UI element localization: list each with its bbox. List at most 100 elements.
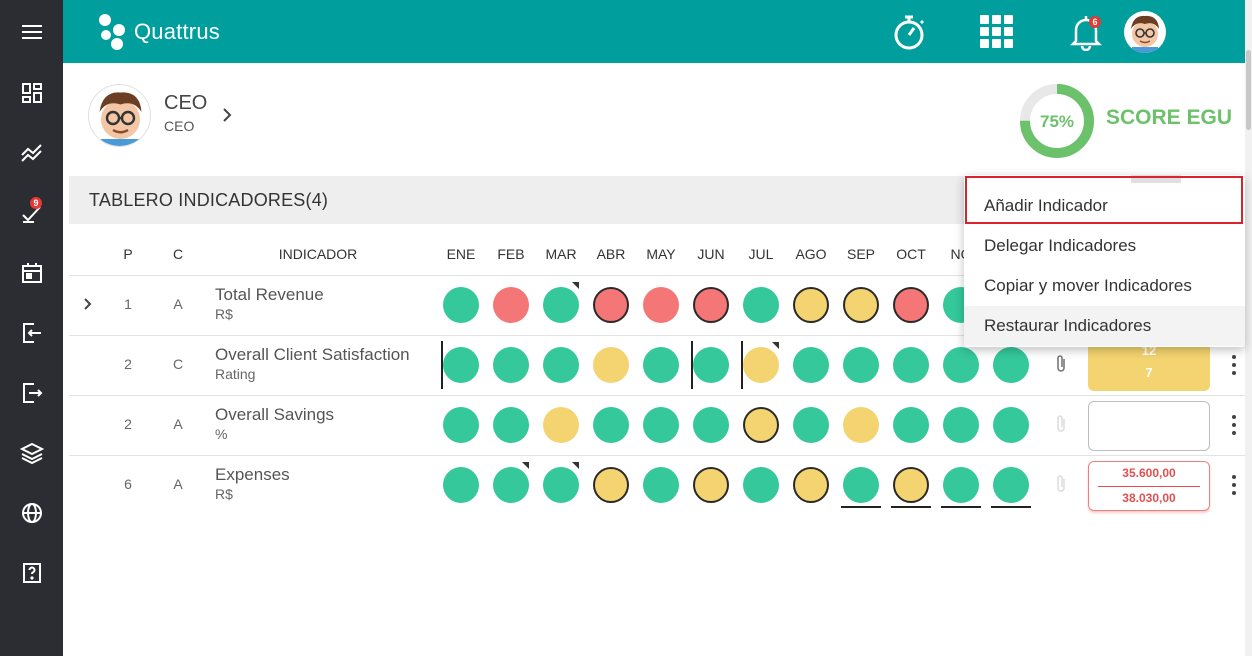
page-scrollbar[interactable] (1245, 0, 1252, 656)
column-header-month: JUL (748, 246, 774, 262)
period-separator (691, 341, 693, 389)
expand-row-chevron-icon[interactable] (80, 296, 96, 312)
period-underline (941, 506, 981, 508)
apps-grid-icon[interactable] (976, 11, 1018, 53)
status-dot[interactable] (493, 287, 529, 323)
status-dot[interactable] (643, 347, 679, 383)
column-header-indicator: INDICADOR (278, 246, 358, 262)
status-dot[interactable] (543, 287, 579, 323)
indicator-name[interactable]: Overall Client Satisfaction (215, 345, 410, 364)
menu-item-delegate-indicators[interactable]: Delegar Indicadores (984, 236, 1137, 255)
status-dot[interactable] (493, 467, 529, 503)
column-header-month: JUN (697, 246, 725, 262)
status-dot[interactable] (593, 347, 629, 383)
status-dot[interactable] (593, 287, 629, 323)
status-dot[interactable] (543, 407, 579, 443)
status-dot[interactable] (993, 407, 1029, 443)
status-dot[interactable] (843, 347, 879, 383)
user-avatar[interactable] (1124, 11, 1166, 53)
attachment-icon[interactable] (1053, 474, 1069, 494)
status-dot[interactable] (943, 407, 979, 443)
status-dot[interactable] (443, 287, 479, 323)
indicator-name[interactable]: Total Revenue (215, 285, 324, 304)
status-dot[interactable] (493, 407, 529, 443)
indicator-name[interactable]: Overall Savings (215, 405, 335, 424)
status-dot[interactable] (443, 347, 479, 383)
status-dot[interactable] (593, 407, 629, 443)
status-dot[interactable] (543, 347, 579, 383)
status-dot[interactable] (943, 347, 979, 383)
status-dot[interactable] (993, 347, 1029, 383)
status-dot[interactable] (693, 467, 729, 503)
indicator-value-box[interactable]: 12 7 (1088, 341, 1210, 391)
indicator-value-box[interactable] (1088, 401, 1210, 451)
indicator-unit: Rating (215, 366, 256, 382)
indicator-value-box[interactable]: 35.600,00 38.030,00 (1088, 461, 1210, 511)
trend-icon[interactable] (0, 133, 63, 173)
status-dot[interactable] (943, 467, 979, 503)
status-dot[interactable] (893, 347, 929, 383)
comment-marker-icon (772, 342, 779, 349)
status-dot[interactable] (843, 287, 879, 323)
status-dot[interactable] (893, 467, 929, 503)
menu-item-add-indicator[interactable]: Añadir Indicador (984, 196, 1108, 215)
status-dot[interactable] (843, 407, 879, 443)
row-options-kebab-icon[interactable] (1226, 473, 1242, 497)
quattrus-logo[interactable]: Quattrus (98, 10, 220, 54)
status-dot[interactable] (793, 347, 829, 383)
layers-icon[interactable] (0, 433, 63, 473)
comment-marker-icon (522, 462, 529, 469)
row-options-kebab-icon[interactable] (1226, 353, 1242, 377)
menu-item-restore-indicators[interactable]: Restaurar Indicadores (964, 306, 1245, 346)
bell-icon[interactable]: 6 (1065, 11, 1107, 53)
status-dot[interactable] (743, 467, 779, 503)
row-priority: 2 (124, 356, 132, 372)
status-dot[interactable] (643, 407, 679, 443)
calendar-icon[interactable] (0, 253, 63, 293)
chevron-right-icon[interactable] (218, 106, 236, 124)
dashboard-icon[interactable] (0, 73, 63, 113)
column-header-month: OCT (896, 246, 926, 262)
status-dot[interactable] (593, 467, 629, 503)
status-dot[interactable] (443, 407, 479, 443)
column-header-month: ENE (446, 246, 476, 262)
row-options-kebab-icon[interactable] (1226, 413, 1242, 437)
status-dot[interactable] (643, 287, 679, 323)
menu-handle (1131, 175, 1181, 183)
profile-avatar[interactable] (88, 84, 151, 147)
logout-icon[interactable] (0, 373, 63, 413)
status-dot[interactable] (793, 467, 829, 503)
column-header-month: SEP (846, 246, 875, 262)
status-dot[interactable] (743, 347, 779, 383)
attachment-icon[interactable] (1053, 414, 1069, 434)
indicator-name[interactable]: Expenses (215, 465, 290, 484)
status-dot[interactable] (693, 347, 729, 383)
attachment-icon[interactable] (1053, 354, 1069, 374)
status-dot[interactable] (793, 287, 829, 323)
status-dot[interactable] (893, 407, 929, 443)
row-category: A (173, 416, 183, 432)
status-dot[interactable] (493, 347, 529, 383)
menu-item-copy-move-indicators[interactable]: Copiar y mover Indicadores (984, 276, 1192, 295)
status-dot[interactable] (843, 467, 879, 503)
status-dot[interactable] (743, 287, 779, 323)
status-dot[interactable] (893, 287, 929, 323)
status-dot[interactable] (693, 287, 729, 323)
status-dot[interactable] (543, 467, 579, 503)
tasks-check-icon[interactable]: 9 (0, 193, 63, 233)
status-dot[interactable] (643, 467, 679, 503)
column-header-month: ABR (596, 246, 626, 262)
stopwatch-icon[interactable] (888, 11, 930, 53)
login-icon[interactable] (0, 313, 63, 353)
row-category: A (173, 476, 183, 492)
menu-icon[interactable] (0, 12, 63, 52)
row-priority: 1 (124, 296, 132, 312)
scrollbar-thumb[interactable] (1246, 50, 1251, 130)
status-dot[interactable] (793, 407, 829, 443)
status-dot[interactable] (693, 407, 729, 443)
status-dot[interactable] (743, 407, 779, 443)
status-dot[interactable] (443, 467, 479, 503)
globe-icon[interactable] (0, 493, 63, 533)
status-dot[interactable] (993, 467, 1029, 503)
help-icon[interactable] (0, 553, 63, 593)
